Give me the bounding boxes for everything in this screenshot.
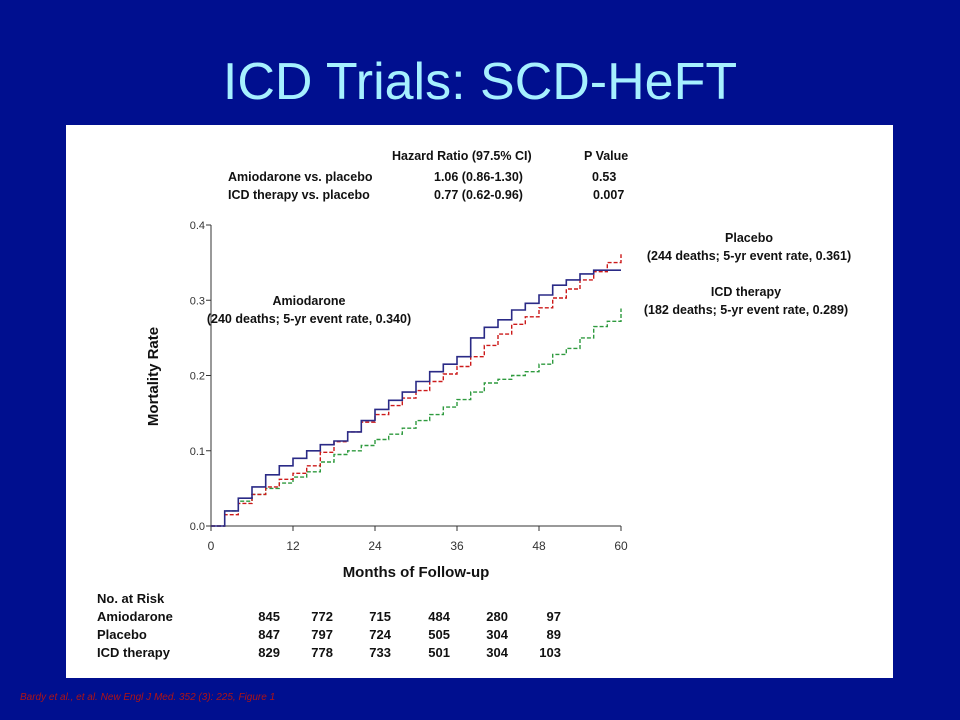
risk-value: 89 — [546, 627, 561, 642]
citation: Bardy et al., et al. New Engl J Med. 352… — [20, 692, 276, 703]
x-tick-label: 24 — [368, 539, 382, 553]
risk-table-title: No. at Risk — [97, 591, 165, 606]
risk-row-label: Amiodarone — [97, 609, 173, 624]
x-tick-label: 60 — [614, 539, 628, 553]
risk-value: 797 — [311, 627, 333, 642]
chart-series-labels: Amiodarone (240 deaths; 5-yr event rate, … — [207, 231, 851, 326]
risk-value: 505 — [428, 627, 450, 642]
series-line-placebo — [211, 254, 622, 527]
hazard-row-p: 0.007 — [593, 188, 625, 202]
y-tick-label: 0.3 — [190, 295, 205, 307]
risk-value: 103 — [539, 645, 561, 660]
x-tick-label: 0 — [208, 539, 215, 553]
risk-value: 484 — [428, 609, 450, 624]
series-line-icd-therapy — [211, 308, 622, 527]
p-value-header: P Value — [584, 149, 629, 163]
y-axis-label: Mortality Rate — [145, 327, 162, 426]
risk-value: 845 — [258, 609, 280, 624]
series-line-amiodarone — [211, 269, 621, 527]
mortality-chart: 0.0 0.1 0.2 0.3 0.4 0 12 24 36 48 60 Months of Foll… — [145, 220, 851, 581]
risk-value: 778 — [311, 645, 333, 660]
series-event-placebo: (244 deaths; 5-yr event rate, 0.361) — [647, 249, 851, 263]
risk-value: 280 — [486, 609, 508, 624]
risk-value: 715 — [369, 609, 391, 624]
y-tick-label: 0.2 — [190, 371, 205, 383]
series-label-placebo: Placebo — [725, 231, 773, 245]
risk-value: 724 — [369, 627, 391, 642]
risk-value: 501 — [428, 645, 450, 660]
y-tick-label: 0.4 — [190, 220, 205, 232]
hazard-row-hr: 0.77 (0.62-0.96) — [434, 188, 523, 202]
slide-title: ICD Trials: SCD-HeFT — [222, 53, 738, 111]
hazard-row-label: Amiodarone vs. placebo — [228, 170, 373, 184]
series-event-icd-therapy: (182 deaths; 5-yr event rate, 0.289) — [644, 303, 848, 317]
risk-value: 847 — [258, 627, 280, 642]
risk-value: 772 — [311, 609, 333, 624]
risk-value: 829 — [258, 645, 280, 660]
x-tick-label: 12 — [286, 539, 300, 553]
risk-value: 733 — [369, 645, 391, 660]
series-event-amiodarone: (240 deaths; 5-yr event rate, 0.340) — [207, 312, 411, 326]
y-tick-label: 0.1 — [190, 446, 205, 458]
risk-value: 97 — [546, 609, 561, 624]
chart-series — [211, 254, 622, 527]
hazard-row-hr: 1.06 (0.86-1.30) — [434, 170, 523, 184]
series-label-icd-therapy: ICD therapy — [711, 285, 781, 299]
y-tick-label: 0.0 — [190, 521, 205, 533]
hazard-row-label: ICD therapy vs. placebo — [228, 188, 370, 202]
hazard-ratio-table: Hazard Ratio (97.5% CI) P Value Amiodaro… — [66, 125, 893, 205]
risk-row-label: Placebo — [97, 627, 147, 642]
risk-value: 304 — [486, 645, 508, 660]
hazard-row-p: 0.53 — [592, 170, 617, 184]
risk-row-label: ICD therapy — [97, 645, 170, 660]
x-tick-label: 36 — [450, 539, 464, 553]
x-axis-label: Months of Follow-up — [343, 564, 490, 581]
chart-axes: 0.0 0.1 0.2 0.3 0.4 0 12 24 36 48 60 Months of Foll… — [145, 220, 628, 581]
hazard-ratio-header: Hazard Ratio (97.5% CI) — [392, 149, 532, 163]
figure-panel: Hazard Ratio (97.5% CI) P Value Amiodaro… — [66, 125, 893, 678]
risk-value: 304 — [486, 627, 508, 642]
x-tick-label: 48 — [532, 539, 546, 553]
series-label-amiodarone: Amiodarone — [273, 294, 346, 308]
